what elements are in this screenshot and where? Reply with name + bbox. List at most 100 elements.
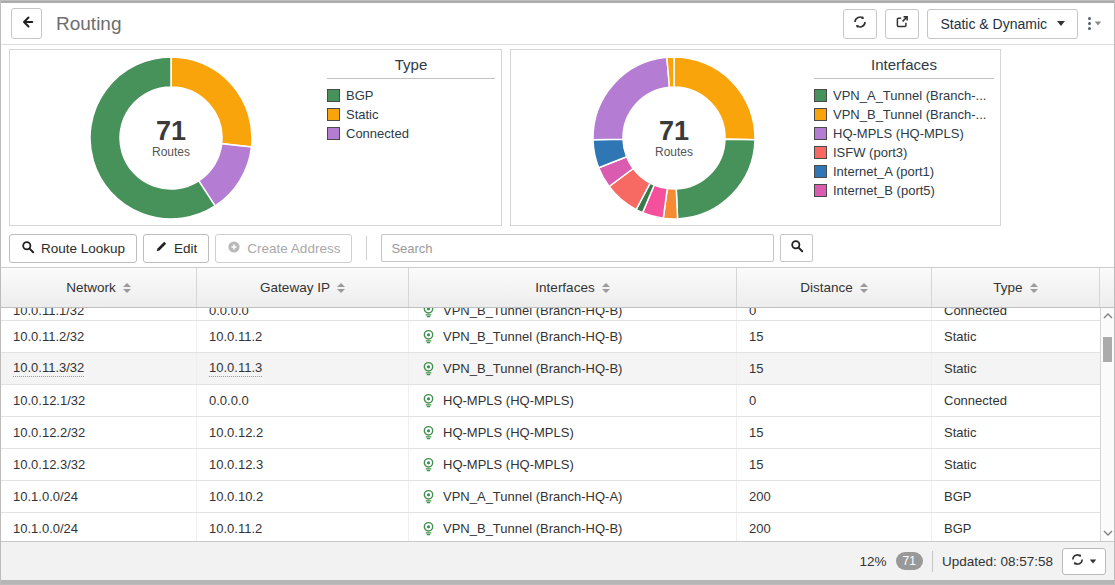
tunnel-interface-icon	[421, 308, 436, 318]
back-arrow-icon	[20, 15, 34, 33]
route-lookup-button[interactable]: Route Lookup	[9, 234, 137, 263]
cell-gateway-ip: 10.0.11.3	[197, 353, 409, 384]
search-button[interactable]	[780, 234, 813, 262]
legend-item[interactable]: BGP	[327, 88, 495, 103]
sort-icon	[860, 283, 868, 293]
tunnel-interface-icon	[421, 361, 436, 376]
cell-network: 10.0.11.1/32	[1, 308, 197, 321]
search-icon	[21, 240, 35, 257]
legend-label: ISFW (port3)	[833, 145, 907, 160]
interfaces-donut-chart[interactable]: 71 Routes	[591, 55, 757, 221]
interfaces-chart-panel: 71 Routes Interfaces VPN_A_Tunnel (Branc…	[510, 49, 1001, 226]
cell-distance: 200	[737, 481, 932, 512]
window-bottom-edge	[1, 580, 1114, 584]
sort-icon	[337, 283, 345, 293]
open-in-new-window-button[interactable]	[885, 9, 919, 39]
route-type-donut-chart[interactable]: 71 Routes	[88, 55, 254, 221]
cell-type: Static	[932, 321, 1100, 352]
legend-item[interactable]: VPN_A_Tunnel (Branch-...	[814, 88, 994, 103]
create-address-button[interactable]: Create Address	[215, 234, 352, 263]
updated-timestamp: Updated: 08:57:58	[942, 554, 1053, 569]
header-actions: Static & Dynamic	[843, 9, 1104, 39]
refresh-icon	[853, 15, 867, 33]
tunnel-interface-icon	[421, 489, 436, 504]
cell-distance: 15	[737, 449, 932, 480]
cell-distance: 0	[737, 308, 932, 321]
route-count-badge: 71	[896, 552, 923, 570]
legend-item[interactable]: VPN_B_Tunnel (Branch-...	[814, 107, 994, 122]
legend-swatch	[327, 108, 340, 121]
table-row[interactable]: 10.0.11.1/32 0.0.0.0 VPN_B_Tunnel (Branc…	[1, 308, 1100, 321]
legend-item[interactable]: ISFW (port3)	[814, 145, 994, 160]
legend-swatch	[814, 165, 827, 178]
scrollbar-thumb[interactable]	[1103, 337, 1112, 362]
status-bar: 12% 71 Updated: 08:57:58	[1, 541, 1114, 580]
sort-icon	[602, 283, 610, 293]
table-row[interactable]: 10.0.12.2/32 10.0.12.2 HQ-MPLS (HQ-MPLS)…	[1, 417, 1100, 449]
back-button[interactable]	[11, 8, 42, 39]
search-input[interactable]	[381, 234, 774, 262]
sort-icon	[123, 283, 131, 293]
table-row[interactable]: 10.1.0.0/24 10.0.10.2 VPN_A_Tunnel (Bran…	[1, 481, 1100, 513]
legend-swatch	[814, 89, 827, 102]
legend-label: VPN_A_Tunnel (Branch-...	[833, 88, 986, 103]
cell-type: Static	[932, 353, 1100, 384]
external-link-icon	[895, 15, 909, 33]
cell-gateway-ip: 10.0.10.2	[197, 481, 409, 512]
table-header: Network Gateway IP Interfaces Distance T…	[1, 268, 1114, 308]
legend-item[interactable]: Connected	[327, 126, 495, 141]
table-row[interactable]: 10.1.0.0/24 10.0.11.2 VPN_B_Tunnel (Bran…	[1, 513, 1100, 541]
auto-refresh-dropdown-button[interactable]	[1062, 548, 1106, 575]
scroll-up-arrow[interactable]	[1102, 310, 1113, 322]
column-header-interfaces[interactable]: Interfaces	[409, 268, 737, 307]
table-body: 10.0.11.1/32 0.0.0.0 VPN_B_Tunnel (Branc…	[1, 308, 1100, 541]
legend-label: BGP	[346, 88, 373, 103]
cell-interfaces: HQ-MPLS (HQ-MPLS)	[409, 385, 737, 416]
cell-network: 10.0.12.2/32	[1, 417, 197, 448]
tunnel-interface-icon	[421, 457, 436, 472]
page-header: Routing Static & Dynamic	[1, 3, 1114, 45]
status-divider	[932, 551, 933, 572]
table-row[interactable]: 10.0.12.1/32 0.0.0.0 HQ-MPLS (HQ-MPLS) 0…	[1, 385, 1100, 417]
legend-label: Static	[346, 107, 379, 122]
pencil-icon	[155, 240, 168, 256]
route-type-chart-panel: 71 Routes Type BGP Static Connected	[9, 49, 502, 226]
table-toolbar: Route Lookup Edit Create Address	[9, 233, 1104, 263]
table-row[interactable]: 10.0.11.3/32 10.0.11.3 VPN_B_Tunnel (Bra…	[1, 353, 1100, 385]
table-row[interactable]: 10.0.12.3/32 10.0.12.3 HQ-MPLS (HQ-MPLS)…	[1, 449, 1100, 481]
legend-swatch	[814, 127, 827, 140]
column-header-network[interactable]: Network	[1, 268, 197, 307]
legend-item[interactable]: Internet_A (port1)	[814, 164, 994, 179]
route-lookup-label: Route Lookup	[41, 241, 125, 256]
toolbar-divider	[366, 236, 367, 260]
vertical-scrollbar[interactable]	[1100, 308, 1114, 541]
legend-title: Type	[327, 56, 495, 79]
edit-label: Edit	[174, 241, 197, 256]
legend-item[interactable]: Static	[327, 107, 495, 122]
chevron-down-icon	[1057, 21, 1065, 26]
legend-label: Internet_A (port1)	[833, 164, 934, 179]
cell-interfaces: HQ-MPLS (HQ-MPLS)	[409, 449, 737, 480]
more-options-menu[interactable]	[1086, 17, 1104, 30]
legend-swatch	[327, 89, 340, 102]
refresh-button[interactable]	[843, 9, 877, 39]
chevron-down-icon	[1095, 22, 1101, 26]
cell-type: Static	[932, 449, 1100, 480]
cell-distance: 15	[737, 321, 932, 352]
column-header-type[interactable]: Type	[932, 268, 1100, 307]
cell-distance: 200	[737, 513, 932, 541]
table-row[interactable]: 10.0.11.2/32 10.0.11.2 VPN_B_Tunnel (Bra…	[1, 321, 1100, 353]
column-header-gateway-ip[interactable]: Gateway IP	[197, 268, 409, 307]
edit-button[interactable]: Edit	[143, 234, 209, 263]
routing-monitor-window: Routing Static & Dynamic	[0, 0, 1115, 585]
cell-network: 10.0.11.2/32	[1, 321, 197, 352]
legend-label: HQ-MPLS (HQ-MPLS)	[833, 126, 964, 141]
scroll-down-arrow[interactable]	[1102, 527, 1113, 539]
legend-label: VPN_B_Tunnel (Branch-...	[833, 107, 986, 122]
cell-network: 10.1.0.0/24	[1, 481, 197, 512]
legend-item[interactable]: Internet_B (port5)	[814, 183, 994, 198]
cell-interfaces: VPN_B_Tunnel (Branch-HQ-B)	[409, 308, 737, 321]
legend-item[interactable]: HQ-MPLS (HQ-MPLS)	[814, 126, 994, 141]
column-header-distance[interactable]: Distance	[737, 268, 932, 307]
route-view-dropdown[interactable]: Static & Dynamic	[927, 9, 1078, 39]
